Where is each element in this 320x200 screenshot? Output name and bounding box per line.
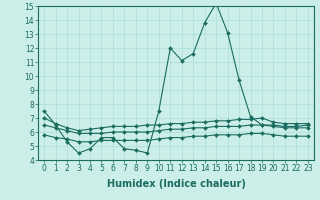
X-axis label: Humidex (Indice chaleur): Humidex (Indice chaleur) [107,179,245,189]
